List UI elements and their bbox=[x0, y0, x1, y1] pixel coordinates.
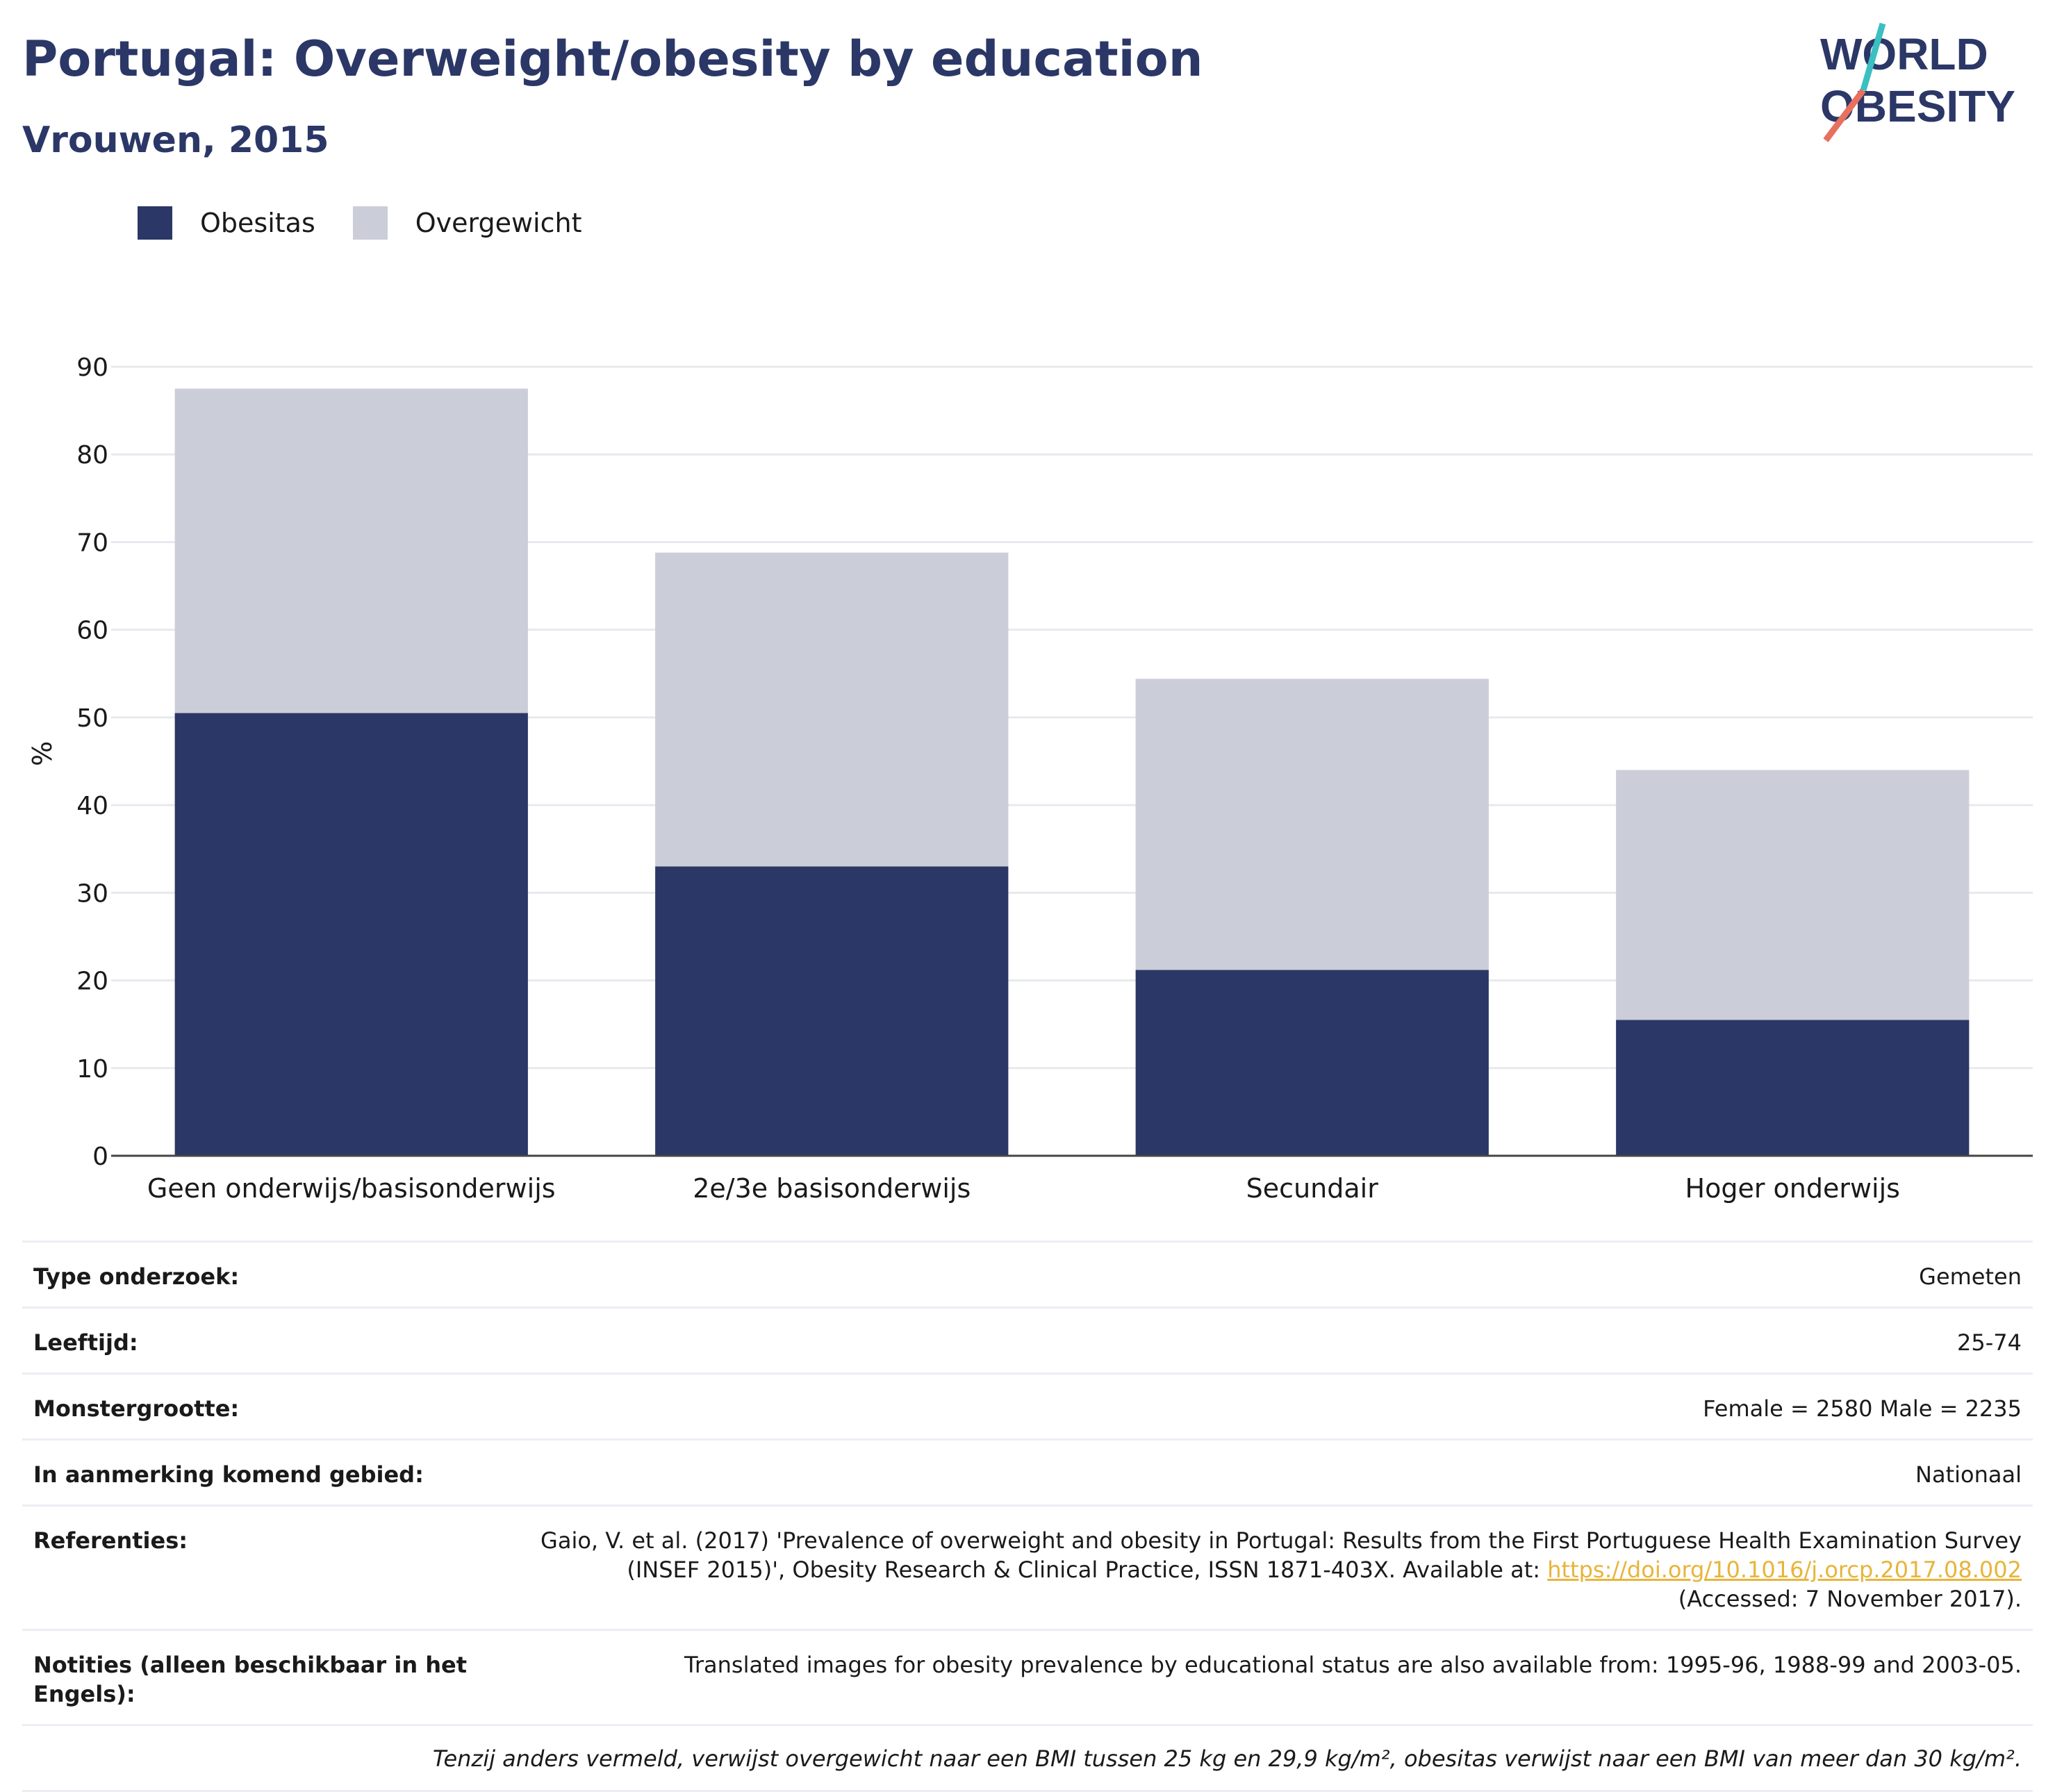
chart: 0 10 20 30 40 50 60 70 80 90 Geen onderwijs/basiso… bbox=[27, 354, 2033, 1204]
legend-swatch-overgewicht bbox=[352, 206, 388, 240]
logo-slash-red bbox=[1823, 88, 1866, 142]
axis-layer: 0 10 20 30 40 50 60 70 80 90 Geen onderwijs/basiso… bbox=[76, 354, 2033, 1204]
y-tick-label: 50 bbox=[76, 704, 108, 733]
meta-value: Gemeten bbox=[1919, 1263, 2022, 1290]
bar-obesitas bbox=[1616, 1020, 1970, 1156]
bar-obesitas bbox=[1135, 970, 1489, 1156]
meta-row-references: Referenties: Gaio, V. et al. (2017) 'Pre… bbox=[22, 1504, 2033, 1629]
legend-swatch-obesitas bbox=[138, 206, 172, 240]
x-tick-label: Geen onderwijs/basisonderwijs bbox=[147, 1173, 556, 1204]
y-tick-label: 0 bbox=[92, 1143, 108, 1171]
bar-overgewicht bbox=[174, 388, 528, 713]
legend-item-obesitas[interactable]: Obesitas bbox=[138, 206, 315, 240]
meta-value: Translated images for obesity prevalence… bbox=[684, 1652, 2022, 1678]
references-line-1: Gaio, V. et al. (2017) 'Prevalence of ov… bbox=[540, 1527, 2022, 1554]
legend-label-obesitas: Obesitas bbox=[200, 208, 315, 238]
x-tick-label: Hoger onderwijs bbox=[1685, 1173, 1900, 1204]
y-axis-title: % bbox=[27, 741, 58, 766]
meta-label: Referenties: bbox=[33, 1527, 188, 1554]
y-tick-label: 10 bbox=[76, 1055, 108, 1084]
bar-overgewicht bbox=[1616, 770, 1970, 1020]
y-tick-label: 80 bbox=[76, 441, 108, 470]
meta-label: In aanmerking komend gebied: bbox=[33, 1461, 424, 1488]
y-tick-label: 90 bbox=[76, 354, 108, 382]
meta-label: Leeftijd: bbox=[33, 1329, 138, 1356]
page-subtitle: Vrouwen, 2015 bbox=[22, 119, 329, 161]
world-obesity-logo: WORLD OBESITY bbox=[1820, 22, 2015, 142]
y-tick-label: 40 bbox=[76, 792, 108, 820]
meta-row-area: In aanmerking komend gebied: Nationaal bbox=[22, 1438, 2033, 1504]
legend-label-overgewicht: Overgewicht bbox=[415, 208, 582, 238]
x-tick-label: Secundair bbox=[1246, 1173, 1379, 1204]
chart-legend: Obesitas Overgewicht bbox=[138, 206, 620, 240]
meta-row-notes: Notities (alleen beschikbaar in het Enge… bbox=[22, 1629, 2033, 1724]
y-tick-label: 20 bbox=[76, 968, 108, 996]
metadata-table: Type onderzoek: Gemeten Leeftijd: 25-74 … bbox=[22, 1241, 2033, 1792]
page-title: Portugal: Overweight/obesity by educatio… bbox=[22, 31, 1203, 88]
meta-row-sample-size: Monstergrootte: Female = 2580 Male = 223… bbox=[22, 1372, 2033, 1438]
y-tick-label: 30 bbox=[76, 879, 108, 908]
meta-label: Notities (alleen beschikbaar in het Enge… bbox=[33, 1652, 468, 1707]
bar-overgewicht bbox=[1135, 679, 1489, 970]
bar-layer bbox=[174, 388, 1970, 1156]
references-line-2: (INSEF 2015)', Obesity Research & Clinic… bbox=[627, 1557, 1548, 1583]
x-tick-label: 2e/3e basisonderwijs bbox=[693, 1173, 971, 1204]
logo-line-1: WORLD bbox=[1820, 29, 1988, 79]
legend-item-overgewicht[interactable]: Overgewicht bbox=[352, 206, 582, 240]
bar-overgewicht bbox=[655, 552, 1009, 867]
bar-obesitas bbox=[174, 713, 528, 1156]
references-doi-link[interactable]: https://doi.org/10.1016/j.orcp.2017.08.0… bbox=[1547, 1557, 2022, 1583]
logo-slash-teal bbox=[1860, 22, 1886, 92]
meta-value: Female = 2580 Male = 2235 bbox=[1703, 1395, 2022, 1422]
meta-label: Type onderzoek: bbox=[33, 1263, 240, 1290]
bar-obesitas bbox=[655, 866, 1009, 1156]
references-line-3: (Accessed: 7 November 2017). bbox=[1678, 1586, 2022, 1612]
definition-footnote: Tenzij anders vermeld, verwijst overgewi… bbox=[22, 1724, 2033, 1792]
meta-label: Monstergrootte: bbox=[33, 1395, 240, 1422]
references-text: Gaio, V. et al. (2017) 'Prevalence of ov… bbox=[478, 1526, 2022, 1613]
meta-row-age: Leeftijd: 25-74 bbox=[22, 1306, 2033, 1372]
meta-value: 25-74 bbox=[1957, 1329, 2022, 1356]
meta-value: Nationaal bbox=[1915, 1461, 2022, 1488]
meta-row-type: Type onderzoek: Gemeten bbox=[22, 1241, 2033, 1306]
y-tick-label: 60 bbox=[76, 617, 108, 645]
y-tick-label: 70 bbox=[76, 529, 108, 557]
